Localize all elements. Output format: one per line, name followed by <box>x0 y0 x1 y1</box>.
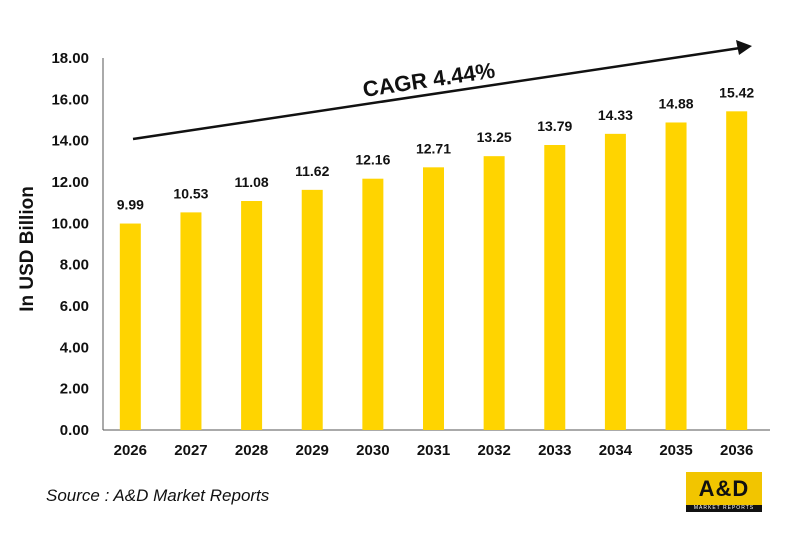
bar-2028 <box>241 201 263 430</box>
y-tick-label: 8.00 <box>60 257 89 274</box>
x-tick-label-2029: 2029 <box>296 442 329 459</box>
data-label-2033: 13.79 <box>537 118 572 134</box>
x-tick-label-2033: 2033 <box>538 442 571 459</box>
bars <box>119 111 748 431</box>
bar-2033 <box>544 145 566 431</box>
bar-chart: 0.00 2.00 4.00 6.00 8.00 10.00 12.00 14.00 16.00… <box>17 40 770 459</box>
x-tick-label-2027: 2027 <box>174 442 207 459</box>
source-caption: Source : A&D Market Reports <box>46 486 270 505</box>
data-label-2031: 12.71 <box>416 140 451 156</box>
x-tick-label-2032: 2032 <box>477 442 510 459</box>
bar-2029 <box>301 189 323 430</box>
y-tick-label: 4.00 <box>60 339 89 356</box>
bar-2035 <box>665 122 687 430</box>
data-label-2035: 14.88 <box>659 95 694 111</box>
x-tick-label-2030: 2030 <box>356 442 389 459</box>
bar-2036 <box>726 111 748 430</box>
y-tick-label: 6.00 <box>60 298 89 315</box>
y-tick-label: 18.00 <box>51 50 89 67</box>
y-tick-label: 12.00 <box>51 174 89 191</box>
logo-subtext: MARKET REPORTS <box>686 505 762 512</box>
data-label-2027: 10.53 <box>173 185 208 201</box>
data-label-2029: 11.62 <box>295 163 329 179</box>
x-tick-label-2028: 2028 <box>235 442 268 459</box>
bar-2034 <box>604 133 626 430</box>
data-label-2026: 9.99 <box>117 197 144 213</box>
x-tick-label-2036: 2036 <box>720 442 753 459</box>
x-tick-label-2026: 2026 <box>114 442 147 459</box>
data-label-2036: 15.42 <box>719 84 754 100</box>
y-axis-title: In USD Billion <box>17 186 38 312</box>
y-tick-labels: 0.00 2.00 4.00 6.00 8.00 10.00 12.00 14.00 16.00… <box>51 50 89 439</box>
bar-2027 <box>180 212 202 430</box>
logo-box: A&D <box>686 472 762 505</box>
y-tick-label: 2.00 <box>60 381 89 398</box>
y-tick-label: 16.00 <box>51 91 89 108</box>
brand-logo: A&D MARKET REPORTS <box>686 472 762 512</box>
x-tick-label-2035: 2035 <box>659 442 692 459</box>
x-tick-label-2031: 2031 <box>417 442 450 459</box>
x-tick-labels: 2026 2027 2028 2029 2030 2031 2032 2033 2034 2035… <box>114 442 754 459</box>
data-label-2030: 12.16 <box>355 152 390 168</box>
bar-2026 <box>119 223 141 430</box>
data-label-2028: 11.08 <box>234 174 268 190</box>
y-tick-label: 0.00 <box>60 422 89 439</box>
bar-2031 <box>423 167 444 430</box>
x-tick-label-2034: 2034 <box>599 442 633 459</box>
data-label-2032: 13.25 <box>477 129 512 145</box>
y-tick-label: 10.00 <box>51 215 89 232</box>
cagr-arrow <box>132 40 752 141</box>
bar-2032 <box>483 156 505 430</box>
data-labels: 9.99 10.53 11.08 11.62 12.16 12.71 13.25 13.79 1… <box>117 84 755 212</box>
logo-text: A&D <box>698 475 750 501</box>
bar-2030 <box>362 178 384 430</box>
data-label-2034: 14.33 <box>598 107 633 123</box>
y-tick-label: 14.00 <box>51 133 89 150</box>
